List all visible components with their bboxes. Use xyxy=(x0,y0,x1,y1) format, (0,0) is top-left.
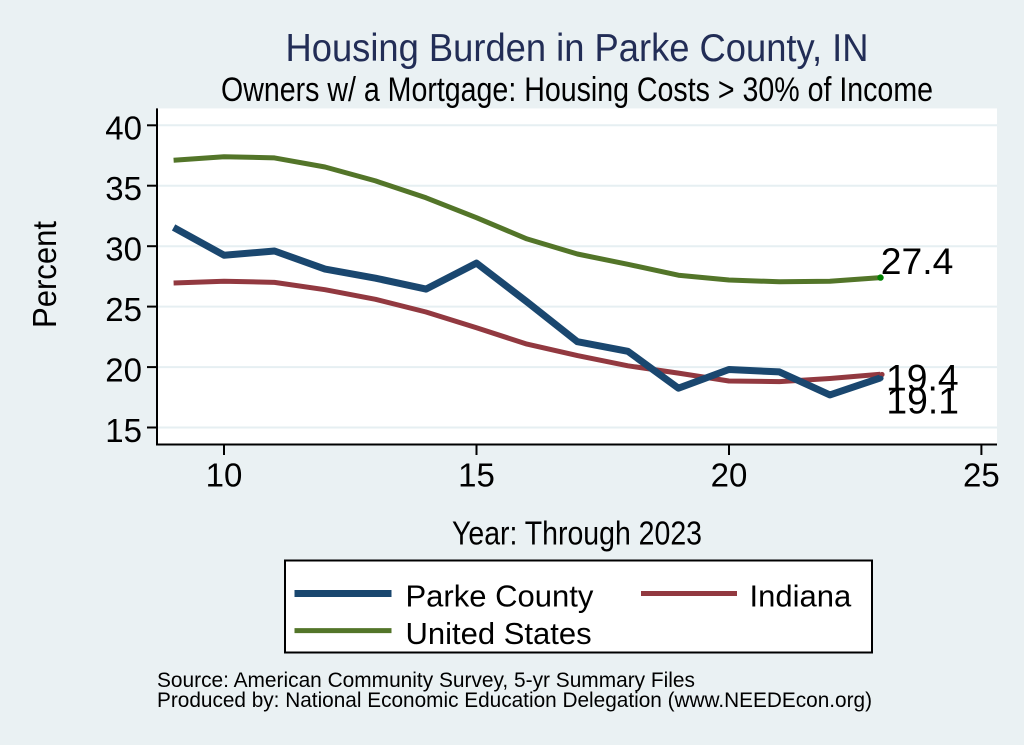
svg-text:Percent: Percent xyxy=(26,221,63,328)
svg-text:Source: American Community Sur: Source: American Community Survey, 5-yr … xyxy=(157,668,695,692)
svg-text:40: 40 xyxy=(105,110,142,147)
svg-text:15: 15 xyxy=(458,457,495,494)
svg-text:25: 25 xyxy=(963,457,1000,494)
svg-text:Housing Burden in Parke County: Housing Burden in Parke County, IN xyxy=(286,27,869,70)
svg-text:20: 20 xyxy=(711,457,748,494)
svg-text:10: 10 xyxy=(206,457,243,494)
svg-text:19.1: 19.1 xyxy=(886,380,959,422)
svg-text:Year: Through 2023: Year: Through 2023 xyxy=(452,515,702,552)
svg-text:Indiana: Indiana xyxy=(750,579,852,614)
svg-text:19.4: 19.4 xyxy=(886,356,959,398)
svg-text:20: 20 xyxy=(105,352,142,389)
svg-text:Parke County: Parke County xyxy=(406,579,594,614)
svg-text:Produced by: National Economic: Produced by: National Economic Education… xyxy=(157,688,872,712)
svg-text:Owners w/ a Mortgage: Housing: Owners w/ a Mortgage: Housing Costs > 30… xyxy=(221,71,933,109)
svg-text:30: 30 xyxy=(105,231,142,268)
svg-text:27.4: 27.4 xyxy=(881,240,954,282)
svg-text:15: 15 xyxy=(105,412,142,449)
svg-text:35: 35 xyxy=(105,170,142,207)
svg-text:United States: United States xyxy=(406,616,592,651)
svg-text:25: 25 xyxy=(105,291,142,328)
